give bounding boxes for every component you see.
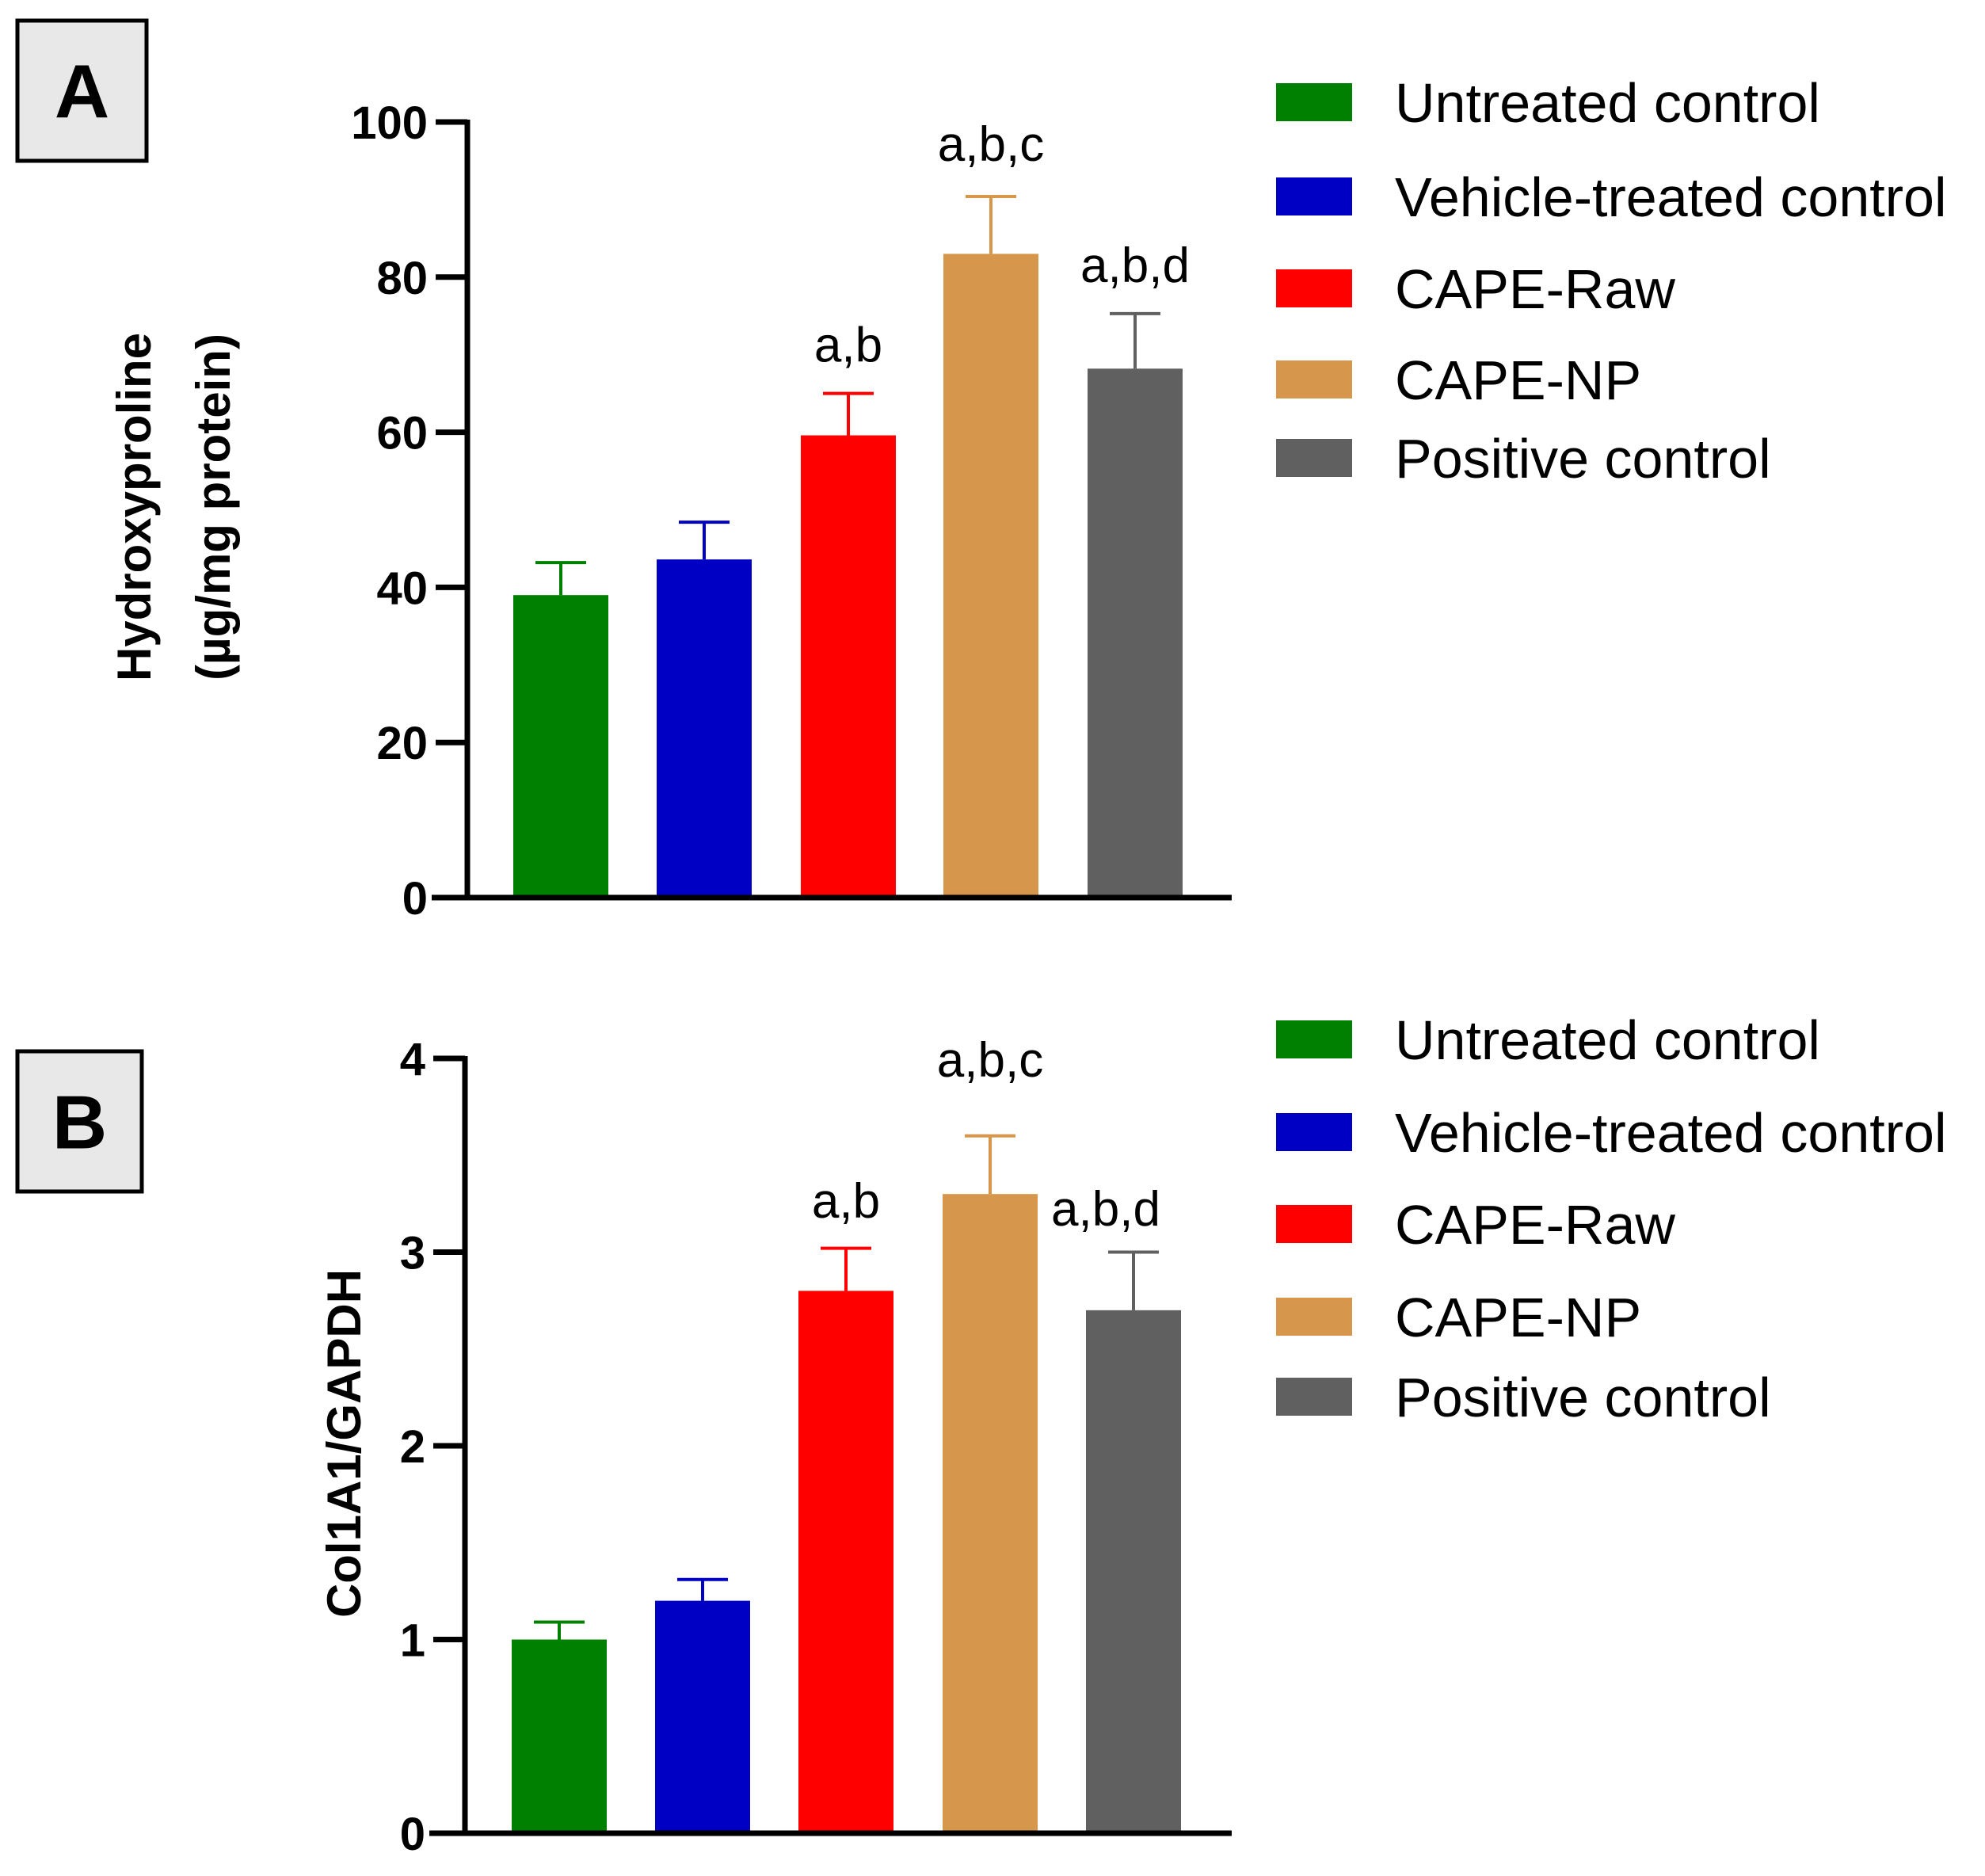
legend-label: CAPE-NP	[1395, 1287, 1641, 1348]
significance-label: a,b,d	[1080, 238, 1190, 293]
significance-label: a,b,d	[1051, 1182, 1160, 1237]
legend-swatch-1	[1276, 177, 1352, 215]
panel-label-box	[15, 1049, 144, 1194]
significance-label: a,b,c	[938, 117, 1044, 172]
bar-0	[512, 1639, 607, 1833]
bar-2	[798, 1291, 893, 1833]
significance-label: a,b	[812, 1174, 880, 1229]
legend-swatch-3	[1276, 1298, 1352, 1336]
legend-swatch-3	[1276, 360, 1352, 398]
legend-swatch-1	[1276, 1113, 1352, 1151]
legend-label: Untreated control	[1395, 1009, 1820, 1071]
legend-label: CAPE-Raw	[1395, 258, 1675, 320]
y-tick-label: 3	[400, 1228, 425, 1279]
y-axis-label: Col1A1/GAPDH	[318, 1269, 371, 1618]
bar-0	[513, 595, 608, 898]
panel-label: B	[52, 1081, 107, 1165]
y-tick-label: 0	[400, 1809, 425, 1860]
legend-label: Vehicle-treated control	[1395, 1102, 1947, 1164]
legend-label: Positive control	[1395, 428, 1771, 490]
legend-label: CAPE-Raw	[1395, 1194, 1675, 1256]
significance-label: a,b	[814, 318, 882, 373]
legend-swatch-0	[1276, 1020, 1352, 1058]
panel-a: A Hydroxyproline (µg/mg protein) a,b a,b,c a,…	[15, 18, 1947, 925]
y-tick-label: 4	[400, 1034, 425, 1085]
legend-label: CAPE-NP	[1395, 349, 1641, 411]
bar-2	[801, 435, 896, 898]
panel-b: B Col1A1/GAPDH a,b a,b,c a,b,d 0 1 2 3 4 Untreated…	[15, 1009, 1947, 1860]
legend-swatch-2	[1276, 269, 1352, 307]
panel-label: A	[55, 50, 109, 135]
legend-label: Vehicle-treated control	[1395, 166, 1947, 228]
y-tick-label: 80	[376, 253, 428, 304]
y-tick-label: 20	[376, 718, 428, 769]
y-tick-label: 1	[400, 1615, 425, 1667]
legend-label: Untreated control	[1395, 72, 1820, 134]
legend-swatch-2	[1276, 1205, 1352, 1243]
bar-3	[943, 1194, 1038, 1833]
bar-1	[655, 1600, 750, 1833]
y-tick-label: 0	[402, 873, 428, 925]
bar-1	[657, 559, 752, 898]
y-tick-label: 2	[400, 1421, 425, 1473]
significance-label: a,b,c	[937, 1033, 1043, 1088]
legend-label: Positive control	[1395, 1367, 1771, 1428]
panel-label-box	[15, 18, 149, 163]
legend-swatch-0	[1276, 83, 1352, 121]
bar-4	[1086, 1310, 1181, 1833]
bar-4	[1088, 368, 1183, 898]
y-tick-label: 60	[376, 408, 428, 459]
y-tick-label: 40	[376, 562, 428, 614]
legend-swatch-4	[1276, 1378, 1352, 1416]
y-tick-label: 100	[351, 97, 428, 149]
bar-3	[943, 254, 1038, 898]
legend-swatch-4	[1276, 439, 1352, 477]
y-axis-label: Hydroxyproline	[108, 333, 161, 681]
y-axis-label: (µg/mg protein)	[187, 334, 240, 681]
